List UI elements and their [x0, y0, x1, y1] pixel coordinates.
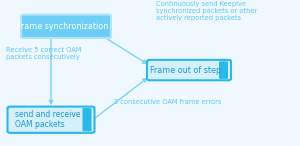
Text: 3 consecutive OAM frame errors: 3 consecutive OAM frame errors — [114, 99, 221, 105]
FancyBboxPatch shape — [219, 61, 228, 79]
Text: Frame out of step: Frame out of step — [150, 66, 222, 75]
FancyBboxPatch shape — [21, 15, 111, 38]
FancyBboxPatch shape — [8, 107, 94, 133]
Text: Frame synchronization: Frame synchronization — [17, 22, 109, 31]
Text: send and receive
OAM packets: send and receive OAM packets — [15, 110, 81, 129]
Text: Continuously send Keepive
synchronized packets or other
actively reported packet: Continuously send Keepive synchronized p… — [156, 1, 257, 21]
FancyBboxPatch shape — [147, 60, 231, 80]
FancyBboxPatch shape — [82, 108, 91, 131]
Text: Receive 5 correct OAM
packets consecutively: Receive 5 correct OAM packets consecutiv… — [6, 47, 81, 60]
